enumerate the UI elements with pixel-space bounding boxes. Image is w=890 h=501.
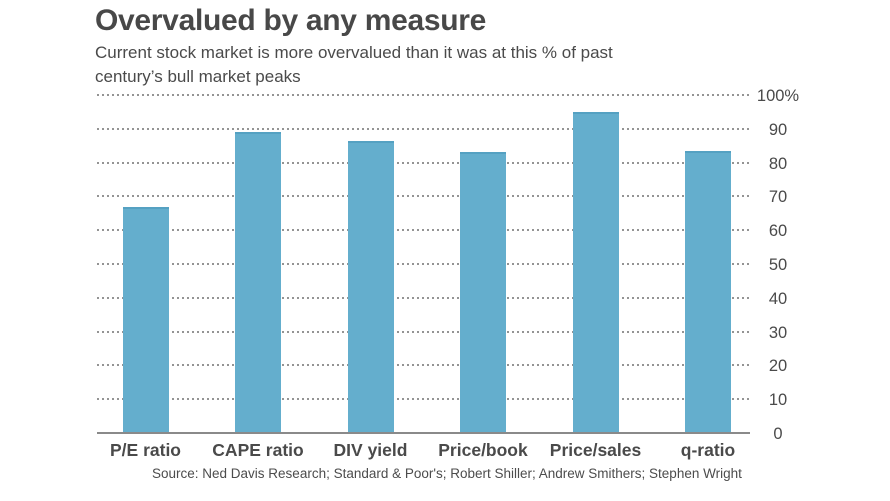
gridline: [97, 398, 750, 401]
bar-cape-ratio: [235, 132, 281, 432]
bar-q-ratio: [685, 150, 731, 432]
x-tick-label: CAPE ratio: [212, 440, 304, 460]
gridline: [97, 161, 750, 164]
y-tick-label: 0: [773, 425, 783, 443]
bar-p-e-ratio: [122, 206, 169, 432]
x-tick-label: DIV yield: [333, 440, 408, 460]
y-tick-label: 40: [768, 289, 788, 308]
gridline: [97, 94, 750, 96]
y-tick-label: 50: [768, 256, 788, 274]
y-tick-label: 90: [768, 120, 788, 139]
y-tick-label: 100%: [756, 87, 800, 105]
y-tick-label: 60: [768, 222, 788, 241]
gridline: [97, 229, 750, 232]
chart-title: Overvalued by any measure: [95, 4, 487, 37]
bar-price-book: [460, 152, 506, 432]
y-tick-label: 10: [768, 391, 788, 410]
bar-div-yield: [347, 140, 394, 432]
y-tick-label: 70: [768, 188, 788, 207]
x-axis-baseline: [97, 432, 750, 434]
gridline: [97, 263, 750, 265]
bar-price-sales: [572, 111, 619, 432]
gridline: [97, 364, 750, 367]
source-attribution: Source: Ned Davis Research; Standard & P…: [152, 466, 742, 481]
gridline: [97, 296, 750, 299]
x-tick-label: Price/book: [438, 440, 528, 460]
chart-subtitle-line-2: century’s bull market peaks: [95, 67, 301, 86]
y-tick-label: 80: [768, 154, 788, 173]
chart-subtitle: Current stock market is more overvalued …: [95, 41, 613, 89]
x-tick-label: q-ratio: [680, 440, 736, 460]
x-tick-label: Price/sales: [549, 440, 642, 460]
gridline: [97, 195, 750, 198]
x-tick-label: P/E ratio: [110, 440, 181, 460]
gridline: [97, 330, 750, 333]
gridline: [97, 127, 750, 130]
y-tick-label: 20: [768, 357, 788, 376]
y-tick-label: 30: [768, 323, 788, 342]
chart-subtitle-line-1: Current stock market is more overvalued …: [95, 43, 613, 62]
